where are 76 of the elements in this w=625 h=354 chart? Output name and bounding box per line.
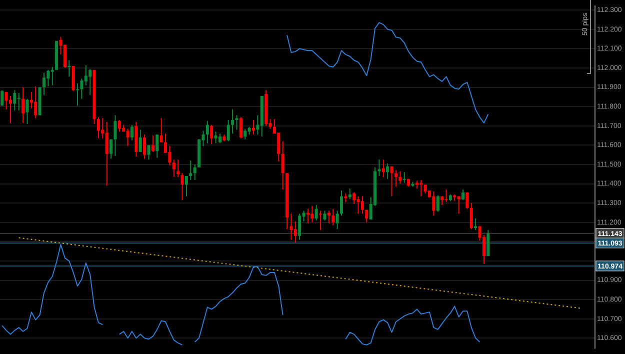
- candlestick: [310, 205, 314, 223]
- candlestick: [319, 210, 322, 231]
- candlestick: [42, 72, 46, 96]
- candlestick: [68, 60, 71, 78]
- candlestick: [356, 196, 360, 214]
- candlestick: [143, 134, 146, 160]
- candlestick: [327, 210, 330, 224]
- candlestick: [4, 92, 8, 110]
- candlestick: [360, 196, 364, 214]
- candlestick: [436, 194, 440, 212]
- candlestick: [402, 172, 406, 184]
- candlestick: [130, 124, 134, 141]
- candlestick: [147, 144, 150, 160]
- candlestick: [172, 159, 176, 178]
- candlestick: [96, 116, 100, 139]
- candlestick: [126, 128, 130, 147]
- candlestick: [231, 108, 234, 134]
- candlestick: [226, 120, 230, 142]
- candlestick: [46, 69, 50, 87]
- candlestick: [193, 164, 196, 180]
- candlestick: [332, 208, 335, 226]
- candlestick: [444, 189, 448, 203]
- candlestick: [336, 210, 339, 230]
- candlestick: [189, 160, 192, 180]
- candlestick: [386, 162, 390, 180]
- candlestick: [306, 208, 310, 224]
- candlestick: [398, 170, 402, 184]
- candlestick: [26, 98, 29, 124]
- candlestick: [180, 172, 184, 201]
- candlestick: [156, 134, 159, 158]
- candlestick: [118, 120, 121, 132]
- candlestick: [474, 218, 478, 231]
- candlestick: [352, 192, 356, 205]
- candlestick: [80, 78, 84, 100]
- candlestick: [50, 66, 54, 86]
- candlestick: [13, 90, 16, 111]
- candlestick: [323, 210, 326, 221]
- candlestick: [17, 92, 20, 111]
- candlestick: [105, 121, 108, 186]
- candlestick: [210, 124, 214, 145]
- candlestick: [88, 68, 92, 96]
- candlestick: [290, 213, 293, 240]
- candlestick: [34, 86, 38, 119]
- candlestick: [160, 118, 163, 143]
- candlestick: [239, 116, 242, 139]
- candlestick: [365, 209, 368, 223]
- candlestick: [314, 204, 318, 221]
- candlestick: [394, 170, 398, 188]
- candlestick: [298, 213, 302, 240]
- candlestick: [466, 192, 469, 210]
- candlestick: [76, 82, 80, 106]
- candlestick: [184, 176, 188, 197]
- candlestick: [63, 44, 66, 68]
- candlestick: [214, 131, 218, 144]
- candlestick: [114, 114, 117, 156]
- candlestick: [151, 135, 154, 152]
- candlestick: [462, 189, 465, 201]
- candlestick: [244, 128, 247, 140]
- candlestick: [281, 140, 284, 190]
- candlestick: [176, 159, 180, 178]
- candlestick: [168, 146, 172, 166]
- candlestick: [84, 64, 88, 86]
- candlestick: [294, 220, 297, 244]
- candlestick: [218, 133, 222, 144]
- candlestick: [470, 202, 473, 230]
- candlestick: [0, 90, 4, 106]
- candlestick: [206, 120, 209, 144]
- candlestick: [348, 188, 352, 200]
- candlestick: [22, 86, 25, 124]
- candlestick: [110, 138, 113, 160]
- candlestick: [235, 114, 238, 130]
- candlestick: [390, 166, 394, 197]
- candlestick: [138, 129, 142, 152]
- candlestick: [486, 230, 490, 257]
- candlestick: [340, 190, 344, 216]
- candlestick: [432, 190, 436, 216]
